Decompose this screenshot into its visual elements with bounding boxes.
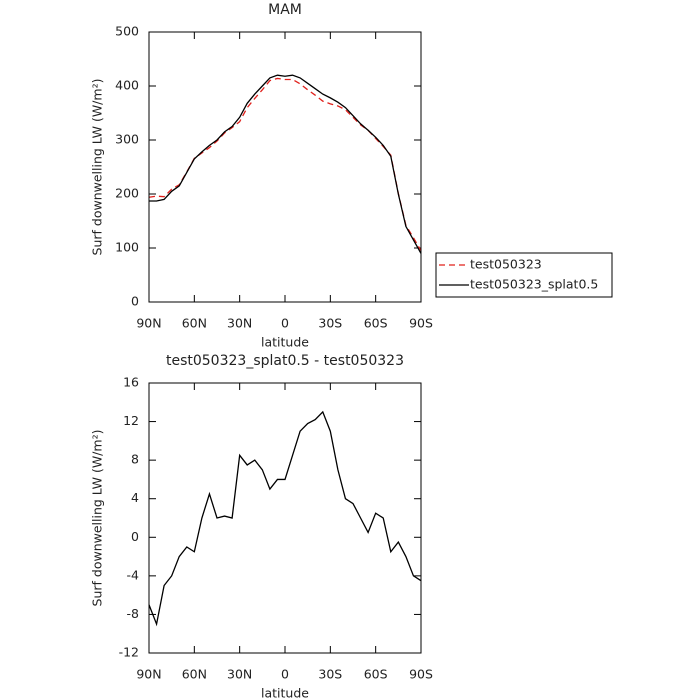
x-tick-label: 90S [409, 316, 433, 331]
y-tick-label: 100 [115, 240, 139, 255]
chart-title: test050323_splat0.5 - test050323 [166, 353, 404, 369]
data-line [149, 74, 422, 254]
chart-title: MAM [268, 2, 302, 18]
x-tick-label: 60S [364, 316, 388, 331]
y-tick-label: -12 [119, 645, 139, 660]
y-tick-label: 0 [131, 529, 139, 544]
x-tick-label: 0 [281, 316, 289, 331]
plot-frame [148, 382, 422, 654]
x-tick-label: 90N [136, 667, 161, 682]
x-tick-label: 30N [227, 316, 252, 331]
legend-box [435, 252, 613, 298]
y-tick-label: 300 [115, 132, 139, 147]
x-tick-label: 60N [182, 667, 207, 682]
x-tick-label: 60N [182, 316, 207, 331]
legend-label: test050323_splat0.5 [470, 277, 598, 292]
x-tick-label: 60S [364, 667, 388, 682]
y-tick-label: 12 [123, 413, 139, 428]
legend-label: test050323 [470, 257, 542, 272]
x-axis-label: latitude [261, 686, 309, 700]
x-tick-label: 30S [318, 316, 342, 331]
y-tick-label: 4 [131, 490, 139, 505]
x-axis-label: latitude [261, 335, 309, 350]
y-tick-label: -8 [127, 606, 140, 621]
x-tick-label: 90S [409, 667, 433, 682]
y-axis-label: Surf downwelling LW (W/m²) [90, 79, 105, 256]
y-tick-label: 8 [131, 452, 139, 467]
y-tick-label: -4 [127, 567, 140, 582]
y-tick-label: 400 [115, 78, 139, 93]
y-tick-label: 200 [115, 186, 139, 201]
data-line [148, 77, 422, 252]
y-tick-label: 500 [115, 24, 139, 39]
x-tick-label: 0 [281, 667, 289, 682]
x-tick-label: 30N [227, 667, 252, 682]
data-line [148, 410, 422, 627]
y-axis-label: Surf downwelling LW (W/m²) [90, 430, 105, 607]
x-tick-label: 90N [136, 316, 161, 331]
x-tick-label: 30S [318, 667, 342, 682]
plot-frame [148, 31, 422, 303]
y-tick-label: 16 [123, 375, 139, 390]
y-tick-label: 0 [131, 294, 139, 309]
